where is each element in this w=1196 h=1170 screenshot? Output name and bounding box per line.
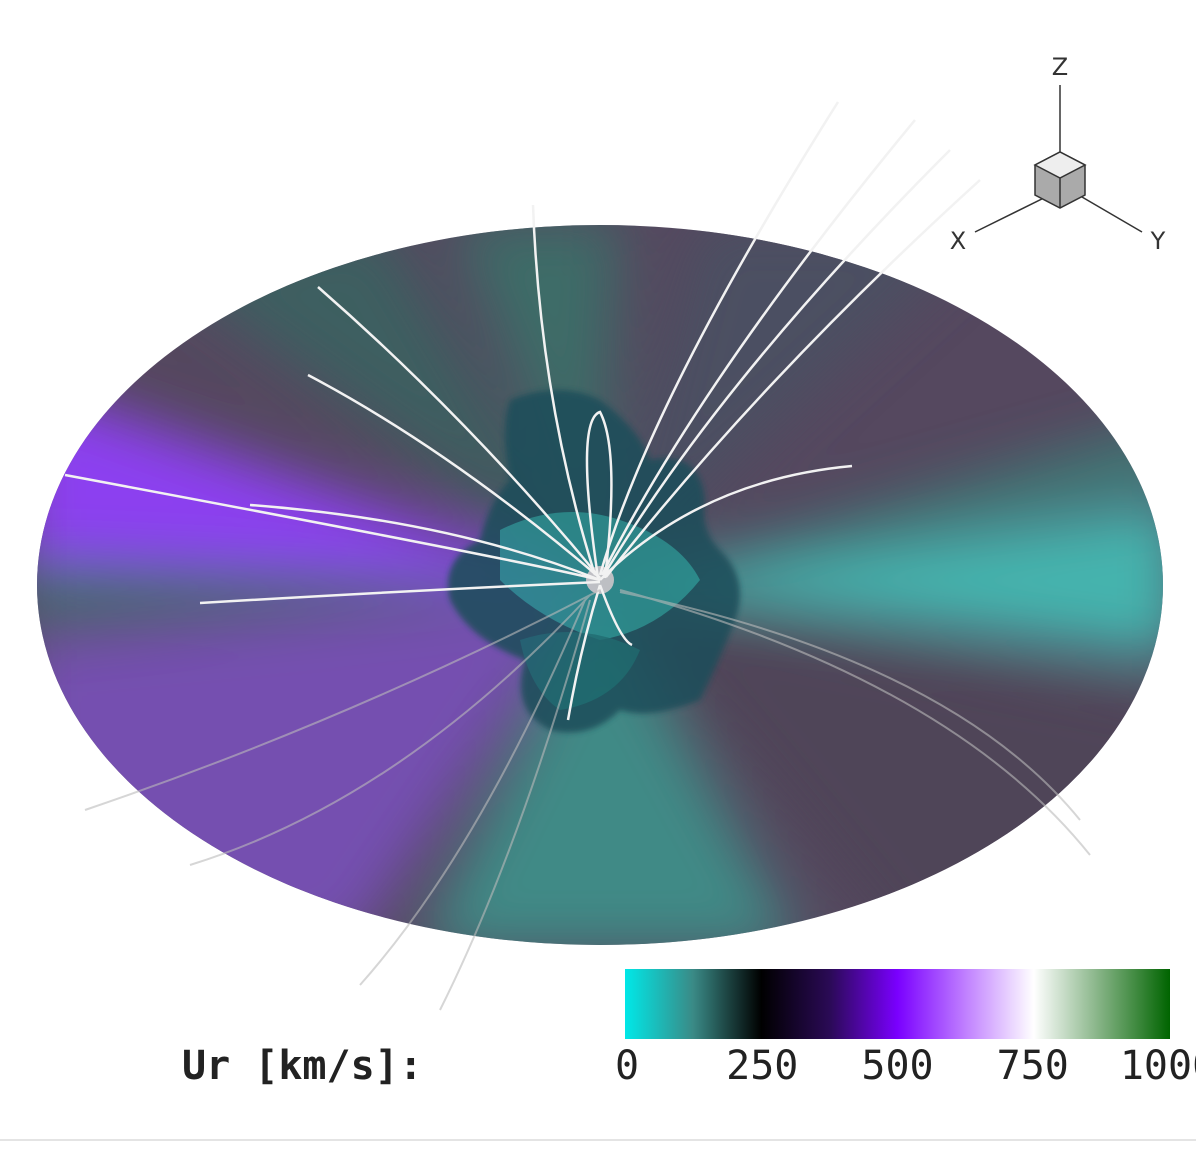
colorbar-tick-label: 750 bbox=[997, 1043, 1069, 1089]
colorbar-tick-label: 500 bbox=[861, 1043, 933, 1089]
faint-lines bbox=[84, 589, 1091, 1011]
colorbar-label: Ur [km/s]: bbox=[182, 1043, 423, 1089]
colorbar-tick-label: 250 bbox=[726, 1043, 798, 1089]
iso-surface bbox=[448, 390, 740, 733]
colorbar-tick-label: 0 bbox=[615, 1043, 639, 1089]
colorbar-tick-label: 1000 bbox=[1120, 1043, 1196, 1089]
colorbar bbox=[625, 969, 1170, 1039]
axes-triad bbox=[974, 85, 1143, 233]
axis-label: X bbox=[950, 227, 966, 255]
axis-label: Y bbox=[1150, 227, 1166, 255]
axis-label: Z bbox=[1052, 53, 1068, 81]
field-lines bbox=[64, 101, 981, 721]
